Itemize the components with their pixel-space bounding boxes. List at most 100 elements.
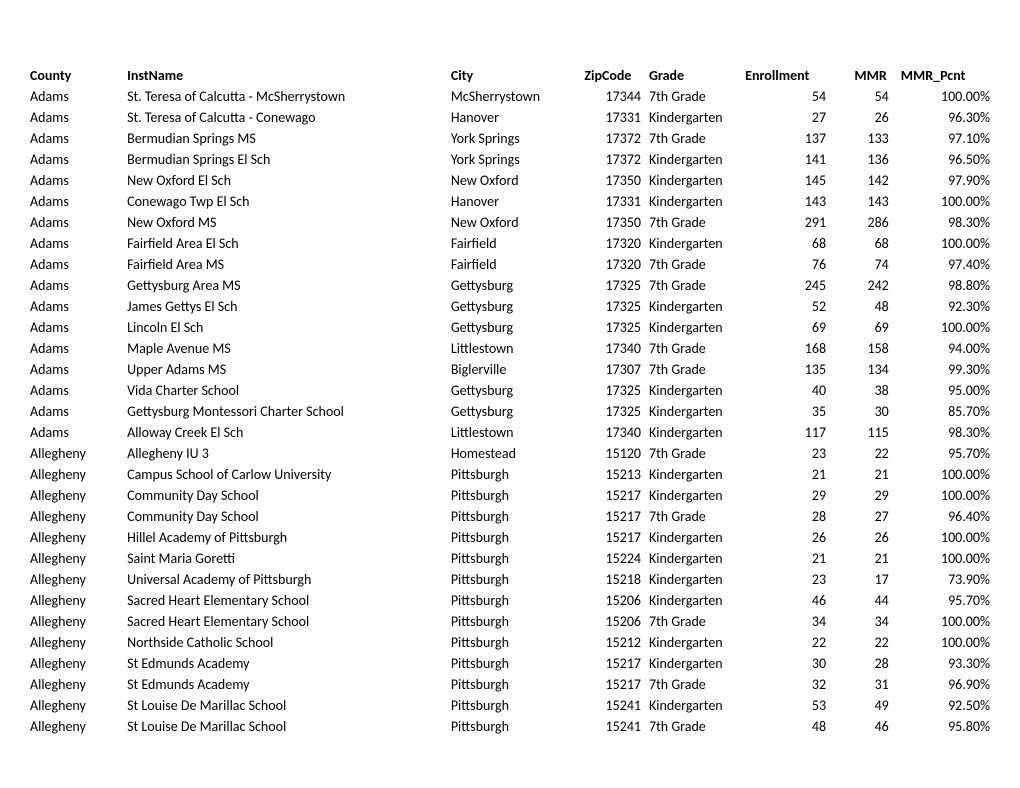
cell: 95.70% <box>889 590 990 611</box>
cell: Allegheny <box>30 632 127 653</box>
cell: Pittsburgh <box>451 527 585 548</box>
table-row: AlleghenyCommunity Day SchoolPittsburgh1… <box>30 506 990 527</box>
col-header-county: County <box>30 65 127 86</box>
table-row: AdamsFairfield Area MSFairfield173207th … <box>30 254 990 275</box>
cell: Allegheny <box>30 527 127 548</box>
cell: 17325 <box>584 296 645 317</box>
cell: Gettysburg <box>451 380 585 401</box>
cell: Adams <box>30 149 127 170</box>
cell: 27 <box>826 506 889 527</box>
table-row: AlleghenyCampus School of Carlow Univers… <box>30 464 990 485</box>
cell: Bermudian Springs El Sch <box>127 149 451 170</box>
table-row: AdamsSt. Teresa of Calcutta - ConewagoHa… <box>30 107 990 128</box>
cell: Pittsburgh <box>451 548 585 569</box>
cell: Hanover <box>451 191 585 212</box>
cell: 96.40% <box>889 506 990 527</box>
cell: 97.40% <box>889 254 990 275</box>
table-row: AdamsFairfield Area El SchFairfield17320… <box>30 233 990 254</box>
cell: Adams <box>30 338 127 359</box>
cell: Allegheny <box>30 548 127 569</box>
cell: New Oxford <box>451 212 585 233</box>
cell: 30 <box>745 653 826 674</box>
table-row: AdamsNew Oxford MSNew Oxford173507th Gra… <box>30 212 990 233</box>
cell: 98.30% <box>889 422 990 443</box>
cell: 15217 <box>584 506 645 527</box>
cell: 100.00% <box>889 527 990 548</box>
table-row: AlleghenySaint Maria GorettiPittsburgh15… <box>30 548 990 569</box>
cell: Pittsburgh <box>451 506 585 527</box>
cell: 96.90% <box>889 674 990 695</box>
cell: 15217 <box>584 653 645 674</box>
cell: 17 <box>826 569 889 590</box>
cell: 22 <box>826 443 889 464</box>
cell: 15217 <box>584 527 645 548</box>
cell: York Springs <box>451 149 585 170</box>
table-row: AlleghenySt Louise De Marillac SchoolPit… <box>30 716 990 737</box>
cell: Allegheny <box>30 695 127 716</box>
cell: 245 <box>745 275 826 296</box>
cell: 35 <box>745 401 826 422</box>
cell: Adams <box>30 128 127 149</box>
cell: Hanover <box>451 107 585 128</box>
cell: Adams <box>30 86 127 107</box>
table-row: AlleghenySt Edmunds AcademyPittsburgh152… <box>30 653 990 674</box>
table-row: AlleghenyCommunity Day SchoolPittsburgh1… <box>30 485 990 506</box>
cell: 95.80% <box>889 716 990 737</box>
cell: 168 <box>745 338 826 359</box>
table-row: AdamsLincoln El SchGettysburg17325Kinder… <box>30 317 990 338</box>
table-row: AdamsBermudian Springs El SchYork Spring… <box>30 149 990 170</box>
cell: 7th Grade <box>645 716 745 737</box>
cell: 68 <box>826 233 889 254</box>
col-header-mmr: MMR <box>826 65 889 86</box>
cell: Allegheny <box>30 590 127 611</box>
cell: 7th Grade <box>645 506 745 527</box>
cell: 93.30% <box>889 653 990 674</box>
cell: 7th Grade <box>645 359 745 380</box>
cell: 7th Grade <box>645 212 745 233</box>
cell: 115 <box>826 422 889 443</box>
cell: Universal Academy of Pittsburgh <box>127 569 451 590</box>
cell: Allegheny <box>30 569 127 590</box>
cell: Pittsburgh <box>451 695 585 716</box>
table-row: AdamsConewago Twp El SchHanover17331Kind… <box>30 191 990 212</box>
col-header-instname: InstName <box>127 65 451 86</box>
cell: York Springs <box>451 128 585 149</box>
cell: 94.00% <box>889 338 990 359</box>
cell: Northside Catholic School <box>127 632 451 653</box>
cell: 15212 <box>584 632 645 653</box>
header-row: County InstName City ZipCode Grade Enrol… <box>30 65 990 86</box>
cell: Adams <box>30 422 127 443</box>
cell: 28 <box>745 506 826 527</box>
table-row: AlleghenySt Louise De Marillac SchoolPit… <box>30 695 990 716</box>
cell: 117 <box>745 422 826 443</box>
cell: 22 <box>745 632 826 653</box>
cell: 17331 <box>584 191 645 212</box>
cell: Lincoln El Sch <box>127 317 451 338</box>
data-table: County InstName City ZipCode Grade Enrol… <box>30 65 990 737</box>
cell: Fairfield Area MS <box>127 254 451 275</box>
cell: 17307 <box>584 359 645 380</box>
cell: 135 <box>745 359 826 380</box>
cell: Kindergarten <box>645 695 745 716</box>
cell: Kindergarten <box>645 653 745 674</box>
cell: Adams <box>30 380 127 401</box>
cell: Kindergarten <box>645 485 745 506</box>
cell: Allegheny <box>30 674 127 695</box>
cell: 38 <box>826 380 889 401</box>
table-row: AdamsUpper Adams MSBiglerville173077th G… <box>30 359 990 380</box>
table-row: AdamsSt. Teresa of Calcutta - McSherryst… <box>30 86 990 107</box>
cell: Adams <box>30 401 127 422</box>
col-header-zipcode: ZipCode <box>584 65 645 86</box>
cell: 291 <box>745 212 826 233</box>
cell: Kindergarten <box>645 632 745 653</box>
cell: 142 <box>826 170 889 191</box>
cell: Kindergarten <box>645 422 745 443</box>
table-row: AdamsVida Charter SchoolGettysburg17325K… <box>30 380 990 401</box>
cell: Kindergarten <box>645 170 745 191</box>
cell: 21 <box>745 548 826 569</box>
table-row: AdamsAlloway Creek El SchLittlestown1734… <box>30 422 990 443</box>
table-row: AlleghenyNorthside Catholic SchoolPittsb… <box>30 632 990 653</box>
cell: Alloway Creek El Sch <box>127 422 451 443</box>
cell: 53 <box>745 695 826 716</box>
cell: Upper Adams MS <box>127 359 451 380</box>
